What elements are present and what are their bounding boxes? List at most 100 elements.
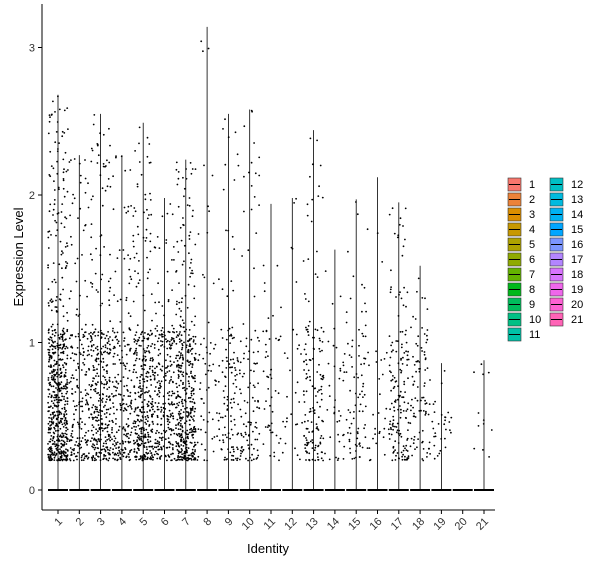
data-point: [137, 386, 140, 389]
data-point: [211, 174, 214, 177]
data-point: [394, 425, 396, 428]
data-point: [151, 319, 153, 322]
data-point: [108, 299, 110, 302]
data-point: [112, 355, 115, 358]
data-point: [96, 368, 98, 371]
data-point: [61, 358, 64, 361]
data-point: [134, 429, 137, 431]
data-point: [137, 424, 140, 427]
data-point: [140, 333, 142, 336]
data-point: [53, 451, 56, 454]
data-point: [167, 418, 170, 421]
data-point: [363, 393, 366, 396]
data-point: [116, 459, 119, 462]
data-point: [92, 344, 95, 346]
data-point: [307, 441, 310, 444]
data-point: [76, 378, 78, 381]
data-point: [384, 417, 386, 420]
data-point: [150, 406, 153, 409]
data-point: [58, 413, 61, 416]
data-point: [140, 437, 142, 440]
data-point: [181, 346, 184, 349]
data-point: [142, 348, 145, 350]
data-point: [82, 351, 85, 354]
data-point: [156, 442, 159, 445]
data-point: [143, 380, 146, 383]
data-point: [202, 419, 205, 421]
data-point: [113, 435, 116, 438]
data-point: [193, 420, 195, 422]
data-point: [180, 451, 183, 453]
data-point: [188, 252, 190, 255]
data-point: [76, 384, 79, 387]
data-point: [166, 353, 169, 356]
data-point: [143, 368, 145, 371]
data-point: [137, 434, 140, 437]
data-point: [130, 205, 133, 207]
data-point: [241, 450, 244, 453]
data-point: [61, 395, 64, 398]
data-point: [299, 458, 301, 461]
data-point: [407, 402, 410, 405]
data-point: [54, 430, 57, 432]
data-point: [415, 370, 417, 373]
data-point: [397, 442, 400, 444]
data-point: [397, 394, 400, 397]
data-point: [47, 401, 49, 404]
data-point: [117, 373, 120, 376]
data-point: [175, 382, 178, 385]
data-point: [402, 396, 405, 399]
data-point: [314, 273, 317, 275]
data-point: [153, 377, 156, 379]
data-point: [426, 456, 428, 458]
data-point: [169, 442, 172, 445]
legend-label: 14: [571, 209, 583, 221]
data-point: [137, 445, 140, 447]
data-point: [316, 276, 319, 278]
data-point: [111, 330, 114, 332]
data-point: [52, 421, 55, 423]
data-point: [190, 320, 193, 323]
data-point: [101, 429, 104, 432]
data-point: [51, 407, 54, 409]
data-point: [352, 275, 355, 278]
data-point: [47, 431, 50, 434]
data-point: [91, 437, 93, 440]
data-point: [191, 168, 194, 170]
data-point: [416, 446, 418, 449]
data-point: [390, 286, 392, 288]
data-point: [274, 390, 277, 392]
data-point: [338, 440, 341, 443]
data-point: [90, 236, 93, 239]
data-point: [218, 364, 221, 367]
data-point: [180, 310, 183, 312]
data-point: [48, 457, 51, 460]
data-point: [158, 395, 161, 398]
data-point: [92, 404, 95, 406]
data-point: [236, 373, 238, 376]
data-point: [222, 127, 224, 130]
data-point: [58, 459, 60, 462]
data-point: [364, 436, 367, 439]
data-point: [320, 451, 323, 453]
data-point: [194, 352, 197, 355]
data-point: [81, 437, 84, 439]
data-point: [52, 262, 55, 264]
data-point: [87, 182, 89, 185]
data-point: [51, 329, 54, 332]
data-point: [108, 457, 111, 460]
data-point: [138, 420, 141, 423]
data-point: [482, 373, 484, 376]
data-point: [356, 437, 359, 440]
data-point: [167, 423, 170, 426]
data-point: [48, 120, 51, 123]
data-point: [391, 341, 394, 344]
data-point: [222, 188, 225, 191]
data-point: [314, 446, 317, 449]
data-point: [208, 364, 211, 367]
data-point: [230, 406, 233, 409]
data-point: [147, 338, 149, 341]
data-point: [248, 434, 251, 436]
data-point: [160, 432, 163, 435]
data-point: [74, 455, 77, 458]
